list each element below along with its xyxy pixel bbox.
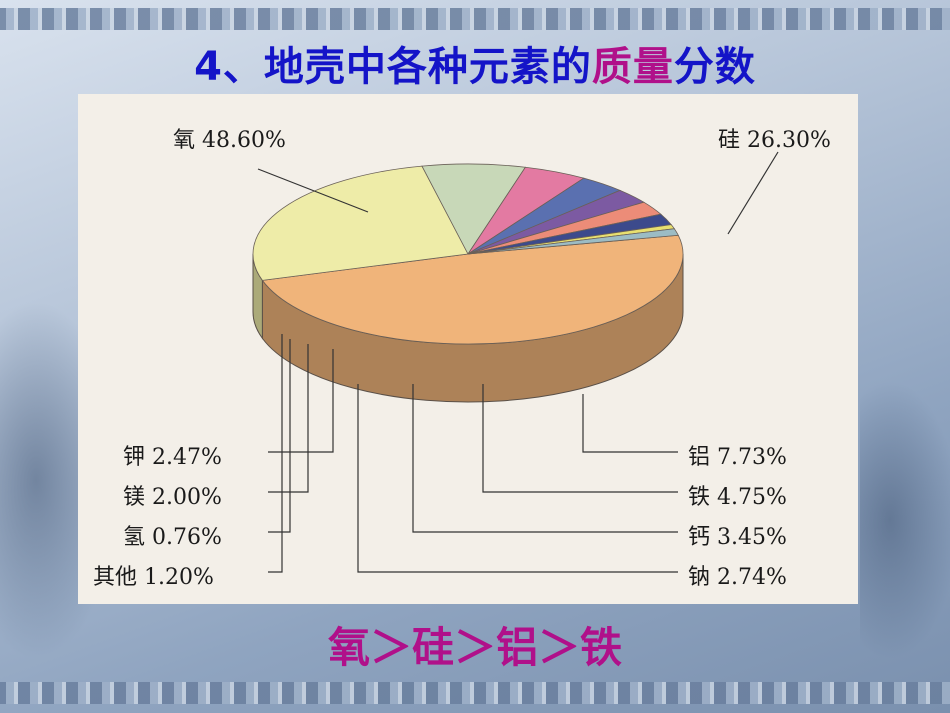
leader-line-1 xyxy=(727,151,779,235)
slice-label-7: 镁 2.00% xyxy=(123,485,222,510)
bottom-decor-band xyxy=(0,682,950,704)
slice-label-8: 氢 0.76% xyxy=(123,525,222,550)
slide-title-suffix: 分数 xyxy=(673,44,756,90)
leader-line-9 xyxy=(268,334,283,573)
pie-slice-2 xyxy=(421,163,527,255)
slice-label-5: 钠 2.74% xyxy=(688,565,787,590)
leader-line-0 xyxy=(257,168,369,213)
slide-title-prefix: 4、地壳中各种元素的 xyxy=(194,44,592,90)
slice-label-1: 硅 26.30% xyxy=(718,128,831,153)
slice-label-0: 氧 48.60% xyxy=(173,128,286,153)
conclusion-text: 氧＞硅＞铝＞铁 xyxy=(327,623,622,672)
slice-label-4: 钙 3.45% xyxy=(688,525,787,550)
leader-line-2 xyxy=(582,394,678,453)
pie-slice-9 xyxy=(467,228,679,255)
slide-title: 4、地壳中各种元素的质量分数 xyxy=(0,34,950,92)
top-decor-band xyxy=(0,8,950,30)
pie-slice-1 xyxy=(252,165,469,281)
slice-label-9: 其他 1.20% xyxy=(93,565,214,590)
leader-line-8 xyxy=(268,339,291,533)
slice-label-3: 铁 4.75% xyxy=(688,485,787,510)
slide-title-highlight: 质量 xyxy=(591,44,674,90)
pie-chart xyxy=(252,151,779,573)
leader-line-5 xyxy=(357,384,678,573)
slice-label-6: 钾 2.47% xyxy=(123,445,222,470)
pie-slice-0 xyxy=(261,234,684,345)
leader-line-4 xyxy=(412,384,678,533)
right-decor-wash xyxy=(860,380,950,660)
chart-panel: 氧 48.60% 硅 26.30% 铝 7.73% 铁 4.75% 钙 3.45% 钠 2… xyxy=(78,94,858,604)
slice-label-2: 铝 7.73% xyxy=(688,445,787,470)
leader-line-7 xyxy=(268,344,309,493)
leader-line-3 xyxy=(482,384,678,493)
